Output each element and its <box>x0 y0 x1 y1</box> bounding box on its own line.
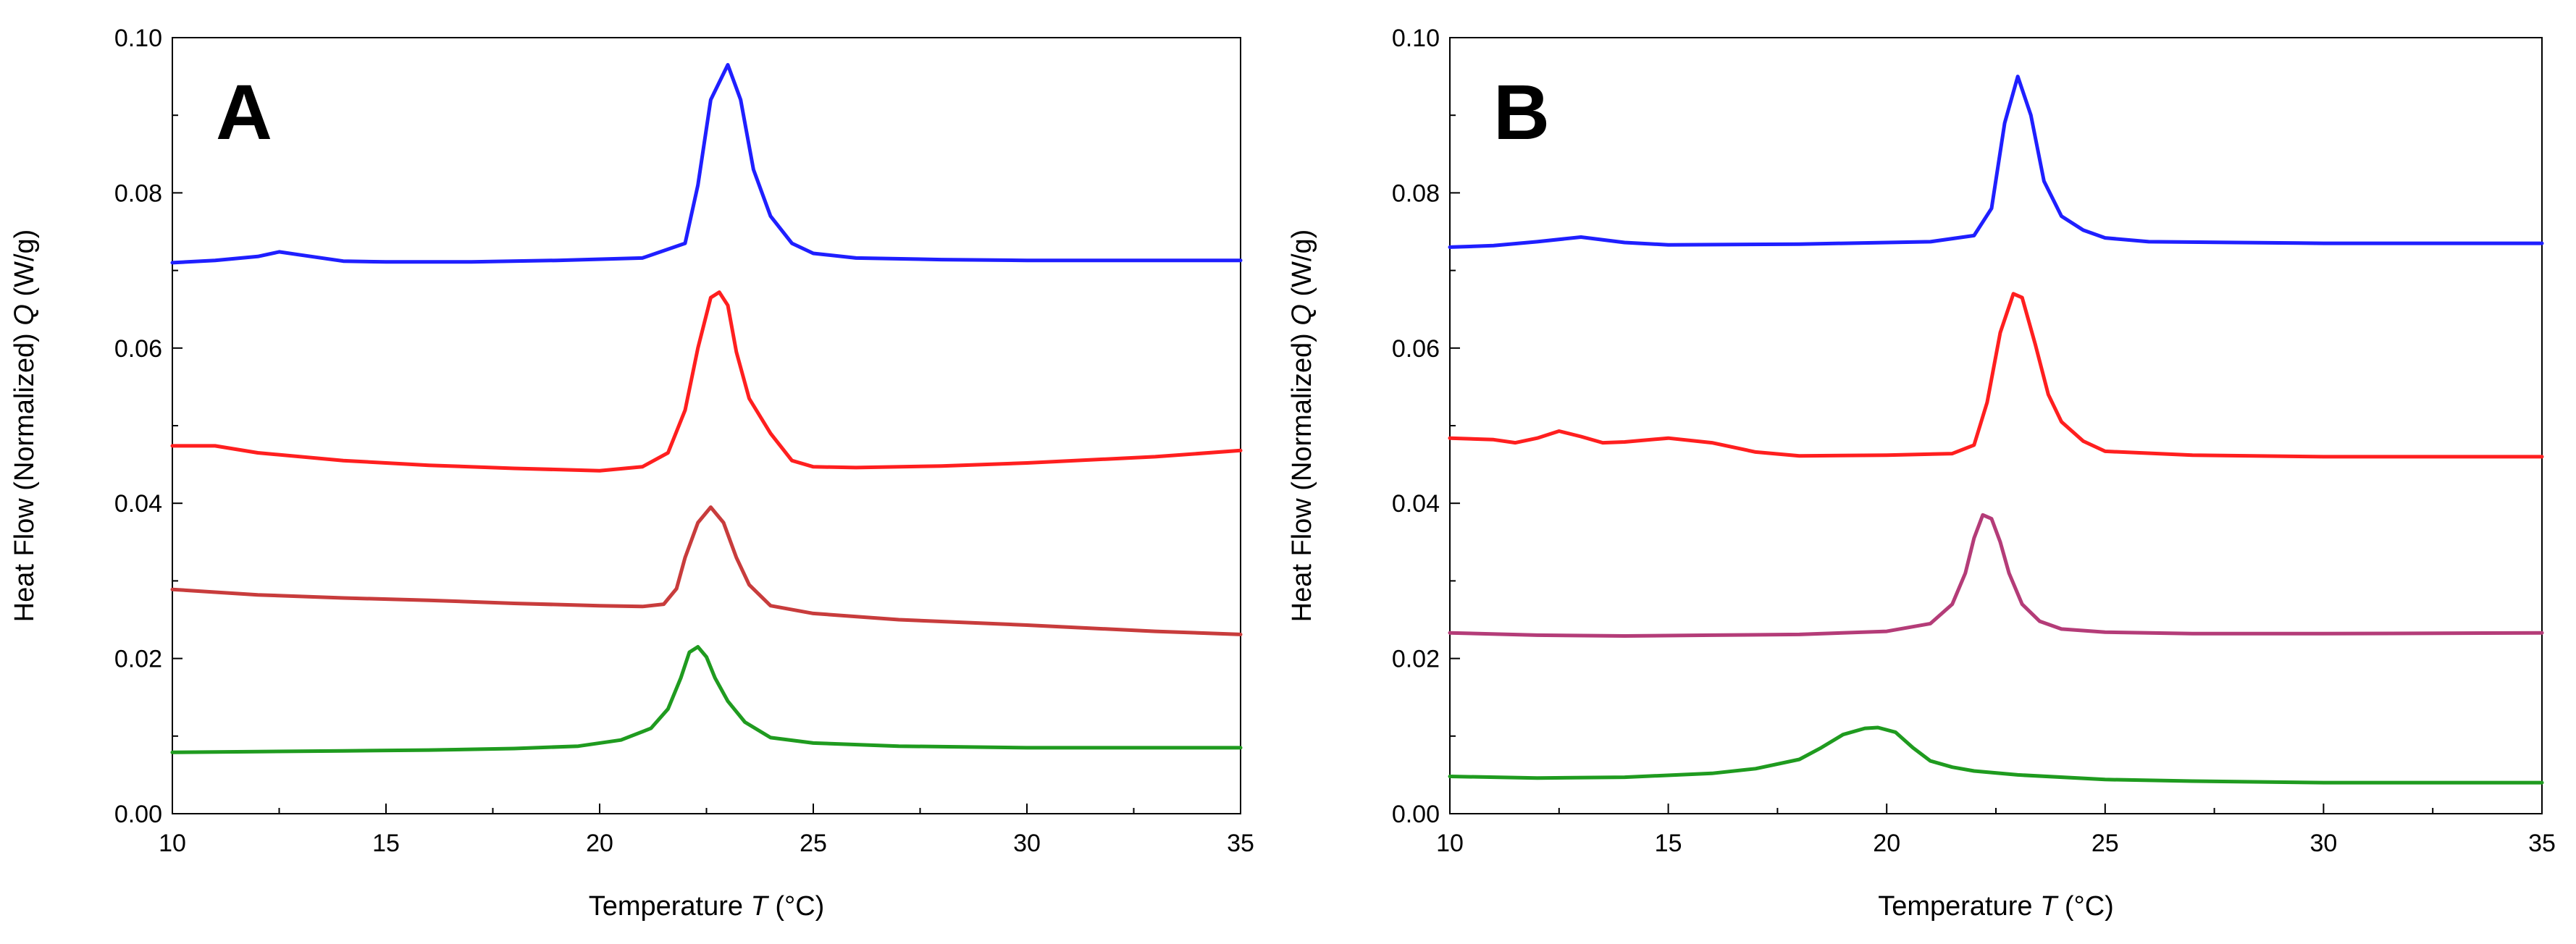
y-tick-label: 0.06 <box>114 335 162 363</box>
chart-panel-a: 10 15 20 25 30 35 0.00 0.02 0.04 0.06 0.08 0.10 A Tem… <box>9 25 1254 922</box>
x-tick-label: 35 <box>2528 830 2556 857</box>
y-tick-label: 0.02 <box>1392 646 1440 673</box>
y-tick-label: 0.08 <box>1392 180 1440 207</box>
y-tick-label: 0.10 <box>114 25 162 52</box>
y-axis-title-text: Heat Flow (Normalized) <box>1287 326 1317 623</box>
panel-label: B <box>1493 68 1550 156</box>
y-axis-title: Heat Flow (Normalized) Q (W/g) <box>1287 229 1317 623</box>
data-series-3 <box>170 505 1243 636</box>
y-tick-label: 0.04 <box>1392 490 1440 518</box>
y-tick-label: 0.00 <box>114 801 162 828</box>
data-series-2 <box>170 290 1243 473</box>
plot-frame <box>172 37 1241 814</box>
x-axis-title: Temperature T (°C) <box>1878 891 2114 922</box>
x-axis-title: Temperature T (°C) <box>589 891 825 922</box>
x-axis-title-text: Temperature <box>589 891 751 922</box>
data-series-4 <box>1448 725 2544 785</box>
y-axis-unit: (W/g) <box>1287 229 1317 304</box>
y-tick-label: 0.02 <box>114 646 162 673</box>
x-tick-label: 15 <box>372 830 400 857</box>
y-axis-unit: (W/g) <box>9 229 40 304</box>
x-tick-label: 30 <box>2309 830 2337 857</box>
x-axis-symbol: T <box>2040 891 2059 922</box>
x-tick-label: 35 <box>1227 830 1254 857</box>
x-tick-label: 30 <box>1013 830 1041 857</box>
y-tick-label: 0.04 <box>114 490 162 518</box>
x-tick-label: 25 <box>800 830 827 857</box>
y-axis-symbol: Q <box>9 304 40 326</box>
x-tick-label: 10 <box>1436 830 1464 857</box>
data-series-2 <box>1448 292 2544 459</box>
y-axis-symbol: Q <box>1287 304 1317 326</box>
x-tick-label: 15 <box>1655 830 1682 857</box>
x-tick-label: 25 <box>2092 830 2119 857</box>
data-series-4 <box>170 645 1243 754</box>
x-tick-label: 20 <box>586 830 613 857</box>
y-tick-label: 0.06 <box>1392 335 1440 363</box>
x-axis-title-text: Temperature <box>1878 891 2040 922</box>
chart-panel-b: 10 15 20 25 30 35 0.00 0.02 0.04 0.06 0.08 0.10 B Tem… <box>1287 25 2556 922</box>
panel-label: A <box>216 68 272 156</box>
data-series-1 <box>1448 75 2544 249</box>
y-tick-label: 0.10 <box>1392 25 1440 52</box>
y-axis-title-text: Heat Flow (Normalized) <box>9 326 40 623</box>
x-axis-unit: (°C) <box>2057 891 2114 922</box>
y-tick-label: 0.08 <box>114 180 162 207</box>
x-tick-label: 20 <box>1873 830 1900 857</box>
plot-frame <box>1449 37 2543 814</box>
x-tick-label: 10 <box>159 830 186 857</box>
y-tick-label: 0.00 <box>1392 801 1440 828</box>
x-axis-unit: (°C) <box>768 891 825 922</box>
x-axis-symbol: T <box>751 891 770 922</box>
data-series-3 <box>1448 513 2544 638</box>
y-axis-title: Heat Flow (Normalized) Q (W/g) <box>9 229 40 623</box>
data-series-1 <box>170 63 1243 265</box>
